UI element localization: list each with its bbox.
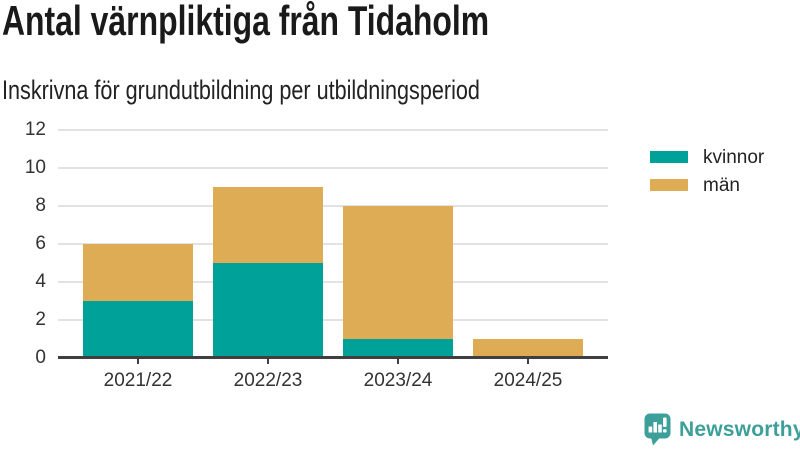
bar-segment-2021/22-män [83, 244, 193, 301]
y-axis-tick-label: 12 [24, 119, 46, 140]
newsworthy-logo-text: Newsworthy [679, 417, 800, 441]
x-axis-tick-label: 2021/22 [103, 370, 173, 391]
x-axis-tick [267, 358, 269, 364]
bar-segment-2023/24-kvinnor [343, 339, 453, 358]
gridline-y-8 [58, 205, 608, 207]
bar-segment-2022/23-kvinnor [213, 263, 323, 358]
legend-swatch-kvinnor [650, 151, 688, 163]
newsworthy-branding: Newsworthy [644, 413, 800, 446]
x-axis-tick [137, 358, 139, 364]
legend-item-män: män [650, 171, 764, 199]
chart-title: Antal värnpliktiga från Tidaholm [2, 0, 490, 44]
y-axis-tick-label: 10 [24, 157, 46, 178]
legend-label: män [703, 174, 740, 196]
x-axis-tick-label: 2022/23 [233, 370, 303, 391]
x-axis-tick [397, 358, 399, 364]
bar-segment-2023/24-män [343, 206, 453, 339]
y-axis-tick-label: 4 [35, 271, 46, 292]
legend-label: kvinnor [703, 146, 765, 168]
y-axis-tick-label: 2 [35, 309, 46, 330]
plot-area: 0 2 4 6 8 10 12 2021/22 2022/23 2023/24 2024/25 [25, 119, 608, 391]
bar-segment-2024/25-män [473, 339, 583, 358]
x-axis-tick-label: 2023/24 [363, 370, 433, 391]
legend: kvinnor män [650, 143, 764, 199]
x-axis-tick [527, 358, 529, 364]
legend-swatch-män [650, 179, 688, 191]
chart-subtitle: Inskrivna för grundutbildning per utbild… [2, 75, 480, 105]
newsworthy-logo-icon [644, 413, 671, 446]
gridline-y-6 [58, 243, 608, 245]
x-axis-line [58, 356, 608, 359]
y-axis-tick-label: 6 [35, 233, 46, 254]
x-axis-tick-label: 2024/25 [493, 370, 563, 391]
gridline-y-10 [58, 167, 608, 169]
bar-segment-2021/22-kvinnor [83, 301, 193, 358]
gridline-y-12 [58, 129, 608, 131]
gridline-y-4 [58, 281, 608, 283]
y-axis-tick-label: 8 [35, 195, 46, 216]
legend-item-kvinnor: kvinnor [650, 143, 764, 171]
bar-segment-2022/23-män [213, 187, 323, 263]
gridline-y-2 [58, 319, 608, 321]
y-axis-tick-label: 0 [35, 347, 46, 368]
